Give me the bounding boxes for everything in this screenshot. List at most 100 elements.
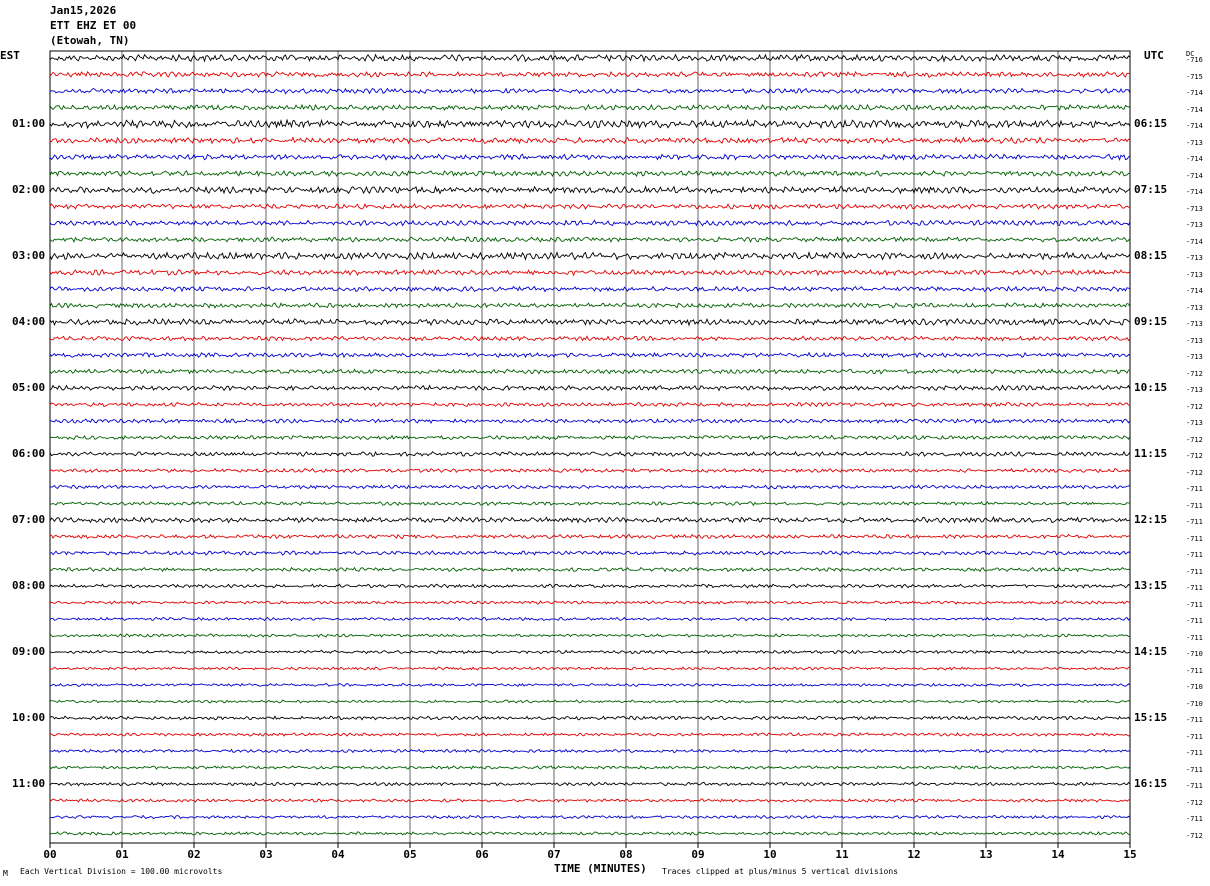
left-time-label: 07:00	[12, 513, 46, 526]
left-time-label: 06:00	[12, 447, 46, 460]
dc-offset-value: -711	[1186, 485, 1203, 493]
dc-offset-value: -713	[1186, 204, 1203, 213]
dc-offset-value: -711	[1186, 551, 1203, 559]
dc-offset-value: -712	[1186, 452, 1203, 460]
trace-row	[49, 250, 1131, 261]
trace-row	[49, 616, 1131, 622]
left-time-label: 03:00	[12, 249, 46, 262]
dc-offset-value: -713	[1186, 336, 1203, 345]
dc-offset-value: -711	[1186, 749, 1203, 757]
dc-offset-value: -712	[1186, 831, 1203, 840]
dc-offset-value: -714	[1186, 155, 1203, 163]
x-tick-label: 07	[547, 848, 560, 861]
trace-row	[49, 500, 1130, 507]
plot-date: Jan15,2026	[50, 4, 117, 17]
plot-station: ETT EHZ ET 00	[50, 19, 137, 32]
dc-offset-value: -714	[1186, 237, 1203, 246]
x-tick-label: 00	[43, 848, 56, 861]
trace-row	[49, 285, 1131, 293]
dc-offset-value: -711	[1186, 765, 1203, 774]
x-tick-label: 06	[475, 848, 489, 861]
left-timezone-label: EST	[0, 49, 20, 62]
trace-row	[49, 732, 1131, 737]
dc-offset-value: -711	[1186, 534, 1203, 543]
trace-row	[49, 467, 1131, 474]
left-time-label: 04:00	[12, 315, 46, 328]
trace-row	[49, 317, 1131, 327]
trace-row	[49, 699, 1131, 704]
trace-row	[49, 118, 1131, 130]
trace-row	[49, 633, 1131, 638]
trace-row	[49, 136, 1131, 145]
trace-row	[49, 351, 1131, 359]
right-time-label: 06:15	[1134, 117, 1168, 130]
trace-row	[49, 434, 1131, 441]
x-tick-label: 15	[1123, 848, 1136, 861]
dc-offset-value: -711	[1186, 584, 1203, 592]
dc-offset-value: -711	[1186, 501, 1203, 510]
dc-offset-value: -715	[1186, 72, 1203, 81]
trace-row	[49, 384, 1131, 392]
trace-row	[49, 53, 1131, 63]
x-tick-label: 14	[1051, 848, 1065, 861]
trace-row	[49, 516, 1131, 524]
trace-row	[49, 550, 1131, 556]
dc-offset-value: -712	[1186, 435, 1203, 444]
trace-row	[49, 781, 1131, 787]
dc-offset-value: -714	[1186, 89, 1203, 97]
right-time-label: 12:15	[1134, 513, 1168, 526]
corner-mark: M	[3, 869, 8, 878]
trace-row	[49, 203, 1131, 211]
trace-row	[49, 649, 1131, 655]
dc-offset-value: -713	[1186, 303, 1203, 312]
trace-row	[49, 418, 1131, 425]
left-time-label: 10:00	[12, 711, 46, 724]
dc-offset-value: -714	[1186, 171, 1203, 180]
x-tick-label: 10	[763, 848, 776, 861]
trace-row	[49, 765, 1131, 770]
dc-offset-value: -711	[1186, 782, 1203, 790]
trace-row	[49, 666, 1131, 671]
dc-offset-value: -711	[1186, 600, 1203, 609]
x-tick-label: 05	[403, 848, 416, 861]
trace-row	[49, 450, 1131, 458]
dc-offset-value: -710	[1186, 699, 1203, 708]
right-time-label: 13:15	[1134, 579, 1168, 592]
dc-offset-value: -713	[1186, 221, 1203, 229]
dc-header-label: DC	[1186, 50, 1195, 58]
trace-row	[49, 235, 1131, 244]
right-time-label: 07:15	[1134, 183, 1168, 196]
trace-row	[49, 566, 1131, 573]
trace-row	[49, 268, 1131, 277]
trace-row	[49, 368, 1131, 375]
dc-offset-value: -713	[1186, 386, 1203, 394]
dc-offset-value: -712	[1186, 369, 1203, 378]
dc-offset-value: -713	[1186, 320, 1203, 328]
left-time-label: 05:00	[12, 381, 46, 394]
left-time-label: 08:00	[12, 579, 46, 592]
dc-offset-value: -711	[1186, 518, 1203, 526]
right-time-label: 08:15	[1134, 249, 1168, 262]
right-time-label: 11:15	[1134, 447, 1168, 460]
dc-offset-value: -714	[1186, 287, 1203, 295]
left-time-label: 09:00	[12, 645, 46, 658]
trace-row	[49, 185, 1131, 195]
left-time-label: 01:00	[12, 117, 46, 130]
right-time-label: 15:15	[1134, 711, 1168, 724]
dc-offset-value: -710	[1186, 683, 1203, 691]
x-tick-label: 12	[907, 848, 920, 861]
dc-offset-value: -714	[1186, 188, 1203, 196]
x-tick-label: 11	[835, 848, 849, 861]
trace-row	[49, 169, 1131, 178]
left-time-label: 02:00	[12, 183, 46, 196]
trace-row	[49, 153, 1131, 161]
x-tick-label: 09	[691, 848, 704, 861]
right-time-label: 16:15	[1134, 777, 1168, 790]
trace-row	[49, 401, 1130, 408]
trace-row	[49, 748, 1131, 754]
right-time-label: 10:15	[1134, 381, 1168, 394]
dc-offset-value: -714	[1186, 105, 1203, 114]
dc-offset-value: -711	[1186, 567, 1203, 576]
x-tick-label: 01	[115, 848, 129, 861]
